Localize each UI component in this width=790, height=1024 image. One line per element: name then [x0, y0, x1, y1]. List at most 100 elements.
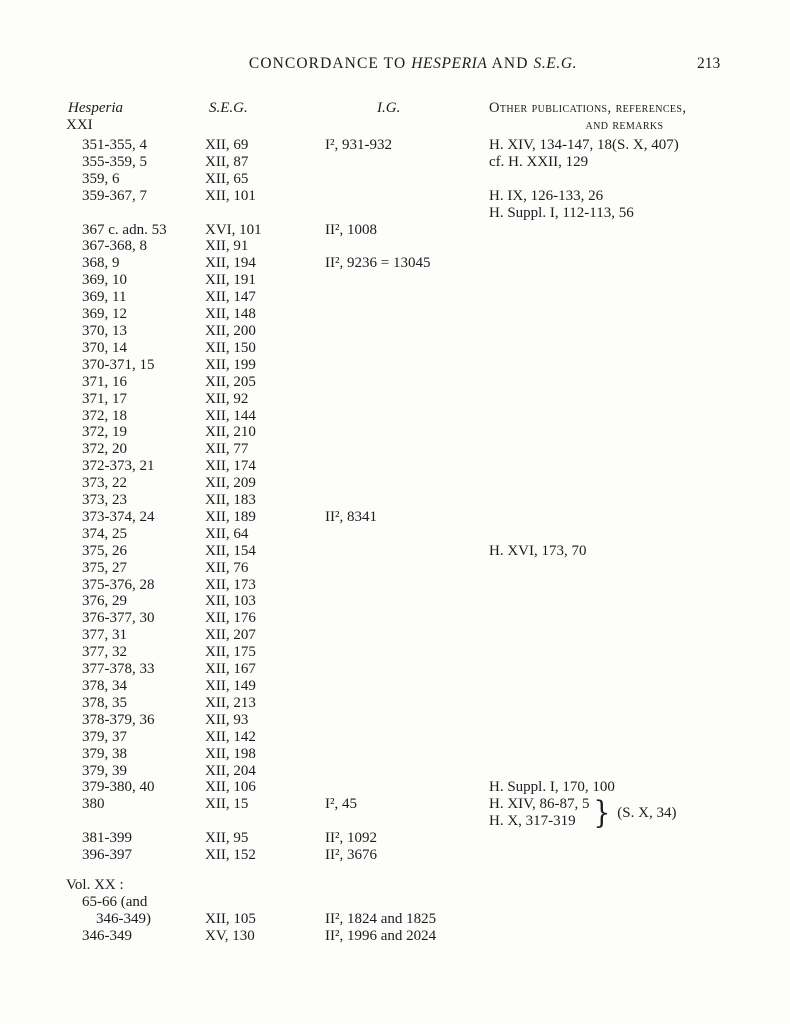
ig-cell — [325, 593, 489, 610]
other-cell — [489, 830, 760, 847]
table-row: 346-349) XII, 105 II², 1824 and 1825 — [66, 911, 760, 928]
ig-cell — [325, 560, 489, 577]
table-row: 367-368, 8 XII, 91 — [66, 238, 760, 255]
ig-label: I.G. — [377, 100, 401, 116]
seg-cell: XII, 148 — [205, 306, 256, 323]
seg-cell: XII, 144 — [205, 407, 256, 424]
hesperia-cell: 375, 27 — [82, 559, 127, 576]
table-row: 375, 26 XII, 154 H. XVI, 173, 70 — [66, 543, 760, 560]
other-cell: H. XIV, 86-87, 5 H. X, 317-319} (S. X, 34) — [489, 796, 760, 830]
table-row: 372, 20 XII, 77 — [66, 441, 760, 458]
table-row: 359-367, 7 XII, 101 H. IX, 126-133, 26 — [66, 188, 760, 205]
seg-cell: XII, 183 — [205, 492, 256, 509]
seg-cell: XII, 174 — [205, 458, 256, 475]
hesperia-cell: 379-380, 40 — [82, 779, 155, 796]
other-cell — [489, 171, 760, 188]
other-cell: H. XIV, 134-147, 18(S. X, 407) — [489, 137, 679, 153]
volume-label: XXI — [66, 117, 93, 133]
seg-cell: XII, 101 — [205, 187, 256, 204]
table-row: 396-397 XII, 152 II², 3676 — [66, 847, 760, 864]
seg-cell: XII, 210 — [205, 424, 256, 441]
hesperia-cell: 377, 32 — [82, 644, 127, 661]
seg-cell: XII, 76 — [205, 559, 249, 576]
other-cell — [489, 661, 760, 678]
hesperia-cell: 359-367, 7 — [82, 187, 147, 204]
other-cell — [489, 678, 760, 695]
seg-cell — [205, 877, 325, 894]
ig-cell — [325, 171, 489, 188]
ig-cell — [325, 441, 489, 458]
seg-cell: XII, 142 — [205, 728, 256, 745]
seg-cell: XII, 154 — [205, 542, 256, 559]
seg-cell: XII, 175 — [205, 644, 256, 661]
other-cell — [489, 577, 760, 594]
other-cell — [489, 746, 760, 763]
hesperia-cell: 370-371, 15 — [82, 356, 155, 373]
seg-cell: XV, 130 — [205, 927, 255, 944]
hesperia-cell: 346-349) — [96, 910, 151, 927]
concordance-table: 351-355, 4 XII, 69 I², 931-932 H. XIV, 134-… — [66, 137, 760, 945]
hesperia-cell: 396-397 — [82, 847, 132, 864]
hesperia-cell — [66, 205, 205, 222]
ig-cell — [325, 729, 489, 746]
seg-cell: XII, 106 — [205, 779, 256, 796]
seg-label: S.E.G. — [209, 100, 248, 116]
other-cell — [489, 627, 760, 644]
seg-cell: XII, 147 — [205, 289, 256, 306]
ig-cell: II², 8341 — [325, 508, 377, 525]
ig-cell — [325, 424, 489, 441]
other-cell — [489, 475, 760, 492]
running-head: CONCORDANCE TO HESPERIA AND S.E.G. 213 — [66, 55, 760, 72]
seg-cell: XII, 194 — [205, 255, 256, 272]
seg-cell: XII, 204 — [205, 762, 256, 779]
ig-cell — [325, 492, 489, 509]
table-row: 370, 13 XII, 200 — [66, 323, 760, 340]
hesperia-cell: 368, 9 — [82, 255, 120, 272]
ig-cell — [325, 323, 489, 340]
hesperia-cell: Vol. XX : — [66, 876, 124, 893]
ig-cell: II², 1092 — [325, 830, 377, 847]
ig-cell — [325, 763, 489, 780]
brace-line-1: H. XIV, 86-87, 5 — [489, 796, 590, 813]
ig-cell — [325, 526, 489, 543]
title-seg-italic: S.E.G. — [533, 55, 578, 72]
hesperia-cell: 375-376, 28 — [82, 576, 155, 593]
column-header-hesperia: Hesperia XXI — [66, 100, 205, 134]
column-headers: Hesperia XXI S.E.G. I.G. Other publicati… — [66, 100, 760, 134]
other-cell — [489, 340, 760, 357]
seg-cell: XII, 152 — [205, 847, 256, 864]
ig-cell: I², 45 — [325, 796, 357, 813]
table-row: 373-374, 24 XII, 189 II², 8341 — [66, 509, 760, 526]
other-cell: H. Suppl. I, 170, 100 — [489, 779, 615, 796]
ig-cell — [325, 746, 489, 763]
table-row: 367 c. adn. 53 XVI, 101 II², 1008 — [66, 222, 760, 239]
ig-cell — [325, 661, 489, 678]
seg-cell: XII, 149 — [205, 678, 256, 694]
other-cell — [489, 222, 760, 239]
other-cell — [489, 238, 760, 255]
ig-cell — [325, 458, 489, 475]
other-cell — [489, 458, 760, 475]
title-text: CONCORDANCE TO — [248, 55, 407, 72]
other-cell — [489, 391, 760, 408]
ig-cell — [325, 272, 489, 289]
table-row: 374, 25 XII, 64 — [66, 526, 760, 543]
seg-cell: XII, 91 — [205, 238, 249, 255]
hesperia-cell: 376, 29 — [82, 593, 127, 610]
table-row: 369, 12 XII, 148 — [66, 306, 760, 323]
table-row: 369, 11 XII, 147 — [66, 289, 760, 306]
ig-cell — [325, 779, 489, 796]
seg-cell: XII, 198 — [205, 745, 256, 762]
ig-cell — [325, 391, 489, 408]
brace-label: (S. X, 34) — [617, 804, 677, 821]
hesperia-cell: 367-368, 8 — [82, 238, 147, 255]
table-row: 379, 38 XII, 198 — [66, 746, 760, 763]
ig-cell — [325, 627, 489, 644]
table-row: 346-349 XV, 130 II², 1996 and 2024 — [66, 928, 760, 945]
seg-cell: XII, 69 — [205, 137, 249, 153]
hesperia-cell: 375, 26 — [82, 542, 127, 559]
table-row: 370, 14 XII, 150 — [66, 340, 760, 357]
other-label-line1: Other publications, references, — [489, 100, 687, 116]
other-cell — [489, 441, 760, 458]
table-row: 359, 6 XII, 65 — [66, 171, 760, 188]
